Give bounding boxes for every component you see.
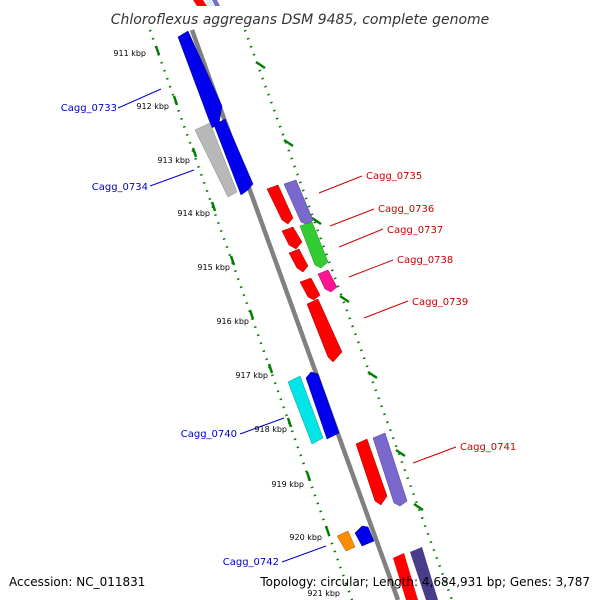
gene-cagg-0736-arrow[interactable] (281, 226, 303, 250)
gene-cagg-0737-small-arrow[interactable] (288, 248, 309, 273)
gene-label-cagg-0736[interactable]: Cagg_0736 (378, 204, 434, 215)
gene-label-cagg-0733[interactable]: Cagg_0733 (61, 103, 117, 114)
gene-top-fragments (193, 0, 220, 6)
gene-cagg-0735-arrow[interactable] (266, 184, 294, 225)
gene-cagg-0733-arrow[interactable] (177, 30, 223, 129)
gene-cagg-0742b-arrow[interactable] (354, 525, 375, 547)
genome-summary-text: Topology: circular; Length: 4,684,931 bp… (259, 575, 590, 589)
gene-label-cagg-0739[interactable]: Cagg_0739 (412, 297, 468, 308)
gene-cagg-0738-small-arrow[interactable] (299, 277, 321, 301)
gene-cagg-0738-arrow[interactable] (317, 269, 338, 293)
gene-label-cagg-0735[interactable]: Cagg_0735 (366, 171, 422, 182)
gene-bottom-fragments (393, 547, 438, 600)
gene-label-cagg-0740[interactable]: Cagg_0740 (181, 429, 237, 440)
gene-label-cagg-0737[interactable]: Cagg_0737 (387, 225, 443, 236)
kbp-label-916: 916 kbp (216, 317, 249, 326)
kbp-label-913: 913 kbp (157, 156, 190, 165)
kbp-label-911: 911 kbp (113, 49, 146, 58)
kbp-label-920: 920 kbp (289, 533, 322, 542)
kbp-label-917: 917 kbp (235, 371, 268, 380)
kbp-label-914: 914 kbp (177, 209, 210, 218)
gene-cagg-0739-arrow[interactable] (306, 298, 343, 363)
gene-cagg-0740-arrow[interactable] (287, 375, 324, 445)
gene-cagg-0742-arrow[interactable] (336, 530, 356, 552)
gene-label-cagg-0734[interactable]: Cagg_0734 (92, 182, 148, 193)
outer-ruler-track (243, 29, 454, 600)
ruler-major-ticks (154, 45, 424, 536)
gene-cagg-0737-arrow[interactable] (299, 221, 329, 269)
label-connectors (117, 88, 457, 563)
gene-cagg-0741b-arrow[interactable] (372, 432, 408, 507)
kbp-label-912: 912 kbp (136, 102, 169, 111)
kbp-label-915: 915 kbp (197, 263, 230, 272)
genome-title: Chloroflexus aggregans DSM 9485, complet… (111, 12, 490, 28)
gene-label-cagg-0741[interactable]: Cagg_0741 (460, 442, 516, 453)
gene-cagg-0740b-arrow[interactable] (305, 371, 340, 440)
gene-label-cagg-0738[interactable]: Cagg_0738 (397, 255, 453, 266)
kbp-label-918: 918 kbp (254, 425, 287, 434)
kbp-label-919: 919 kbp (271, 480, 304, 489)
gene-cagg-0734b-arrow[interactable] (213, 118, 254, 196)
kbp-label-921: 921 kbp (307, 589, 340, 598)
gene-label-cagg-0742[interactable]: Cagg_0742 (223, 557, 279, 568)
gene-cagg-0734-arrow[interactable] (194, 122, 238, 198)
accession-text: Accession: NC_011831 (9, 575, 145, 589)
gene-cagg-0741-arrow[interactable] (355, 438, 388, 506)
genome-backbone (189, 29, 401, 600)
